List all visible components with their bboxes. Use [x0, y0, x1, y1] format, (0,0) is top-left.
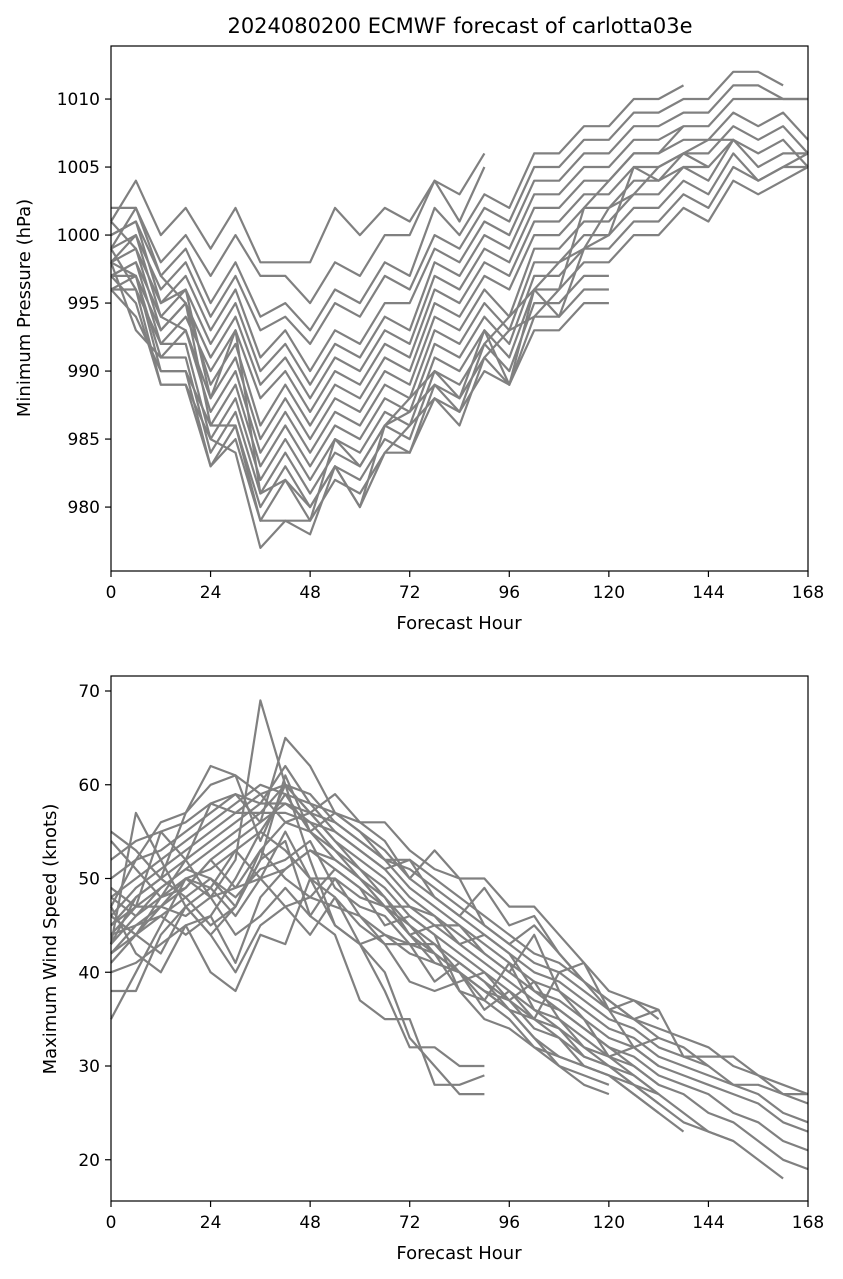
wind-series-line-8 [110, 764, 809, 1133]
pressure-x-axis-label: Forecast Hour [396, 613, 522, 634]
pressure-x-tick-label: 48 [299, 583, 321, 603]
wind-series-line-4 [110, 774, 685, 1133]
pressure-series-line-3 [110, 84, 685, 332]
wind-x-tick-label: 96 [498, 1213, 520, 1233]
pressure-y-tick-label: 1005 [57, 158, 100, 178]
pressure-series-line-11 [110, 152, 808, 454]
pressure-series-line-1 [110, 152, 486, 264]
pressure-series-line-5 [110, 84, 808, 373]
pressure-x-tick-label: 72 [399, 583, 421, 603]
pressure-series-line-9 [110, 138, 809, 427]
wind-x-tick-label: 144 [692, 1213, 724, 1233]
wind-series-line-2 [111, 839, 485, 1086]
wind-y-tick-label: 70 [78, 682, 100, 702]
wind-series-line-7 [110, 783, 809, 1152]
pressure-chart-title: 2024080200 ECMWF forecast of carlotta03e [227, 14, 692, 38]
pressure-y-tick-label: 1000 [57, 226, 100, 246]
wind-axes-frame [110, 675, 809, 1202]
pressure-y-tick-label: 980 [68, 498, 100, 518]
wind-series-line-6 [110, 802, 809, 1171]
wind-x-ticks: 0 24 48 72 96 120 144 168 [106, 1201, 824, 1233]
wind-x-tick-label: 72 [399, 1213, 421, 1233]
pressure-series-line-18 [110, 152, 709, 522]
pressure-series-line-4 [110, 70, 784, 345]
wind-series-line-10 [110, 783, 809, 1096]
pressure-y-tick-label: 1010 [57, 90, 100, 110]
wind-x-tick-label: 0 [106, 1213, 117, 1233]
wind-series-line-21 [110, 830, 660, 1114]
wind-series-line-1 [110, 699, 485, 1096]
pressure-x-tick-label: 168 [792, 583, 824, 603]
pressure-x-tick-label: 96 [498, 583, 520, 603]
pressure-x-tick-label: 120 [593, 583, 625, 603]
pressure-series-line-16 [110, 248, 609, 522]
wind-series-line-5 [110, 792, 784, 1180]
pressure-panel: 2024080200 ECMWF forecast of carlotta03e… [14, 14, 824, 634]
wind-series-line-23 [110, 849, 610, 1096]
wind-y-tick-label: 20 [78, 1151, 100, 1171]
wind-series-line-22 [110, 811, 660, 1095]
pressure-y-axis-label: Minimum Pressure (hPa) [14, 199, 35, 417]
pressure-x-ticks: 0 24 48 72 96 120 144 168 [106, 571, 824, 603]
wind-x-axis-label: Forecast Hour [396, 1243, 522, 1264]
pressure-series-line-6 [110, 97, 808, 386]
pressure-axes-frame [110, 45, 809, 572]
wind-series-line-12 [110, 802, 808, 1096]
pressure-series-line-2 [111, 166, 486, 305]
pressure-series-group [109, 70, 809, 550]
wind-series-group [109, 699, 809, 1180]
wind-x-tick-label: 24 [200, 1213, 222, 1233]
wind-y-tick-label: 50 [78, 870, 100, 890]
pressure-series-line-13 [110, 166, 809, 481]
wind-x-tick-label: 120 [593, 1213, 625, 1233]
pressure-series-line-12 [110, 152, 809, 468]
wind-x-tick-label: 168 [792, 1213, 824, 1233]
wind-y-tick-label: 30 [78, 1057, 100, 1077]
pressure-series-line-8 [111, 125, 809, 413]
pressure-x-tick-label: 144 [692, 583, 724, 603]
wind-y-ticks: 20 30 40 50 60 70 [78, 682, 111, 1171]
wind-x-tick-label: 48 [299, 1213, 321, 1233]
pressure-y-ticks: 980 985 990 995 1000 1005 1010 [57, 90, 111, 518]
wind-series-line-13 [110, 774, 709, 1068]
pressure-x-tick-label: 0 [106, 583, 117, 603]
pressure-y-tick-label: 995 [68, 294, 100, 314]
wind-y-tick-label: 40 [78, 963, 100, 983]
pressure-series-line-17 [110, 125, 685, 550]
wind-panel: 0 24 48 72 96 120 144 168 20 30 40 50 60 70 Forecast… [40, 675, 824, 1264]
wind-series-line-18 [110, 896, 660, 1095]
wind-series-line-25 [110, 849, 734, 1143]
wind-series-line-15 [110, 764, 659, 1021]
wind-y-tick-label: 60 [78, 776, 100, 796]
wind-y-axis-label: Maximum Wind Speed (knots) [40, 804, 61, 1075]
pressure-x-tick-label: 24 [200, 583, 222, 603]
pressure-series-line-10 [110, 138, 808, 441]
wind-series-line-24 [110, 839, 610, 1086]
pressure-series-line-19 [109, 138, 734, 509]
wind-series-line-3 [110, 830, 485, 1068]
pressure-y-tick-label: 985 [68, 430, 100, 450]
pressure-series-line-7 [111, 111, 809, 400]
pressure-y-tick-label: 990 [68, 362, 100, 382]
wind-series-line-11 [110, 792, 809, 1124]
